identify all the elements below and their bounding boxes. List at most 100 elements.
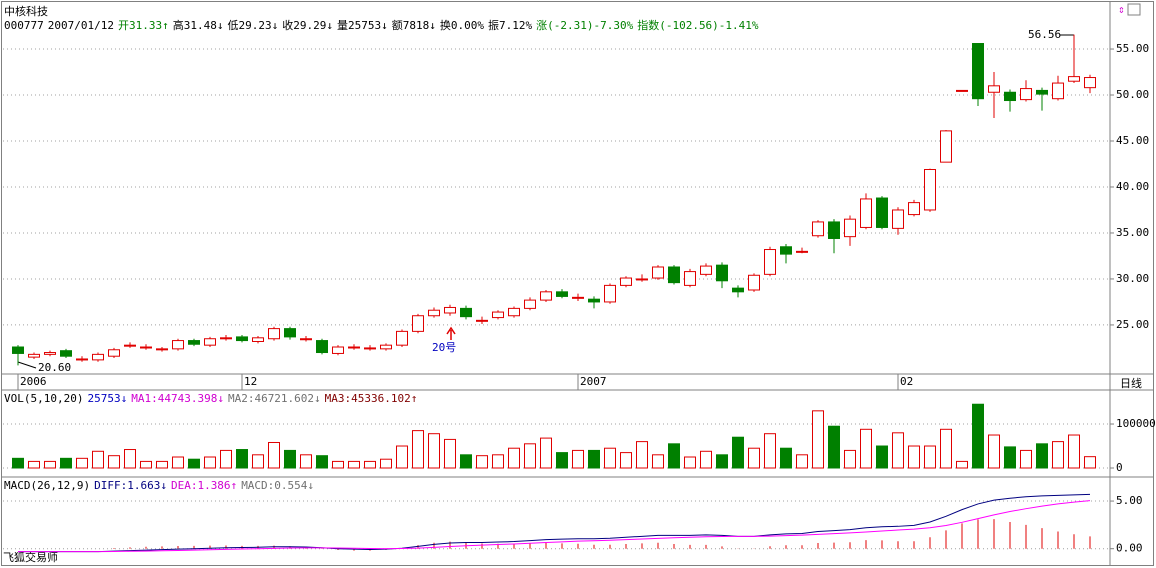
volume-bar <box>908 445 920 469</box>
volume-bar <box>572 449 584 469</box>
y-tick-label: 25.00 <box>1116 318 1149 331</box>
candle-body <box>972 43 984 100</box>
quote-item: 振7.12% <box>487 19 533 32</box>
candle-body <box>44 352 56 355</box>
note-label: 20号 <box>432 341 456 354</box>
note-arrow <box>446 326 456 340</box>
volume-bar <box>780 447 792 469</box>
arrow-icon[interactable]: ⇕ <box>1118 3 1125 16</box>
quote-item: 低29.23↓ <box>227 19 279 32</box>
volume-bar <box>92 450 104 469</box>
volume-bar <box>172 456 184 469</box>
y-tick-label: 40.00 <box>1116 180 1149 193</box>
volume-bar <box>1052 441 1064 469</box>
macd-line <box>18 500 1091 553</box>
candle-body <box>76 358 88 361</box>
candle-body <box>12 346 24 354</box>
quote-item: 收29.29↓ <box>282 19 333 32</box>
volume-bar <box>700 450 712 469</box>
legend-item: DEA:1.386↑ <box>170 479 238 492</box>
candle-body <box>540 291 552 301</box>
legend-item: DIFF:1.663↓ <box>94 479 167 492</box>
volume-bar <box>252 454 264 469</box>
candle-body <box>492 311 504 319</box>
candle-body <box>60 350 72 357</box>
quote-item: 涨(-2.31)-7.30% <box>536 19 634 32</box>
volume-bar <box>476 455 488 469</box>
candle-body <box>316 340 328 354</box>
candle-body <box>108 349 120 357</box>
min-label: 20.60 <box>38 361 71 374</box>
volume-bar <box>188 458 200 469</box>
candle-body <box>956 89 968 92</box>
volume-bar <box>364 460 376 469</box>
volume-bar <box>604 447 616 469</box>
volume-bar <box>652 454 664 469</box>
volume-bar <box>892 432 904 469</box>
quote-item: 开31.33↑ <box>117 19 169 32</box>
candle-body <box>1068 76 1080 82</box>
y-tick-label: 55.00 <box>1116 42 1149 55</box>
volume-bar <box>332 460 344 469</box>
candle-body <box>188 340 200 345</box>
candle-body <box>412 315 424 332</box>
candle-body <box>748 274 760 291</box>
volume-bar <box>1004 446 1016 469</box>
legend-title: VOL(5,10,20) <box>4 392 84 405</box>
y-tick-label: 35.00 <box>1116 226 1149 239</box>
volume-bar <box>1020 449 1032 469</box>
candle-body <box>652 266 664 279</box>
candle-body <box>380 344 392 350</box>
volume-bar <box>988 434 1000 469</box>
y-tick-label: 5.00 <box>1116 494 1143 507</box>
volume-bar <box>1036 443 1048 469</box>
volume-bar <box>380 458 392 469</box>
y-tick-label: 50.00 <box>1116 88 1149 101</box>
volume-bar <box>348 460 360 469</box>
candle-body <box>428 309 440 317</box>
candle-body <box>204 338 216 346</box>
volume-bar <box>268 441 280 469</box>
candle-body <box>348 346 360 349</box>
x-tick-label: 02 <box>900 375 913 388</box>
legend-item: MA2:46721.602↓ <box>227 392 321 405</box>
candle-body <box>332 346 344 354</box>
candle-body <box>220 337 232 340</box>
candle-body <box>828 221 840 239</box>
candle-body <box>268 328 280 340</box>
volume-bar <box>540 437 552 469</box>
volume-bar <box>412 430 424 469</box>
volume-bar <box>140 460 152 469</box>
candle-body <box>1084 77 1096 89</box>
vol-legend: VOL(5,10,20) 25753↓ MA1:44743.398↓ MA2:4672… <box>4 392 421 405</box>
candle-body <box>460 307 472 318</box>
volume-bar <box>124 449 136 469</box>
quote-item: 额7818↓ <box>391 19 436 32</box>
candle-body <box>684 271 696 286</box>
volume-bar <box>156 460 168 469</box>
volume-bar <box>796 454 808 469</box>
volume-bar <box>60 457 72 469</box>
volume-bar <box>1068 434 1080 469</box>
volume-bar <box>620 452 632 469</box>
window-icon[interactable] <box>1127 3 1141 16</box>
candle-body <box>908 202 920 216</box>
period-label: 日线 <box>1120 376 1142 390</box>
volume-bar <box>860 428 872 469</box>
volume-bar <box>204 456 216 469</box>
y-tick-label: 30.00 <box>1116 272 1149 285</box>
volume-bar <box>684 456 696 469</box>
volume-bar <box>956 460 968 469</box>
volume-bar <box>844 449 856 469</box>
volume-bar <box>28 460 40 469</box>
volume-bar <box>732 436 744 469</box>
volume-bar <box>220 449 232 469</box>
candle-body <box>732 287 744 293</box>
quote-line: 000777 2007/01/12 开31.33↑ 高31.48↓ 低29.23↓ 收29… <box>4 17 763 33</box>
y-tick-label: 45.00 <box>1116 134 1149 147</box>
candle-body <box>1052 82 1064 100</box>
volume-bar <box>556 452 568 469</box>
macd-line <box>18 493 1091 553</box>
